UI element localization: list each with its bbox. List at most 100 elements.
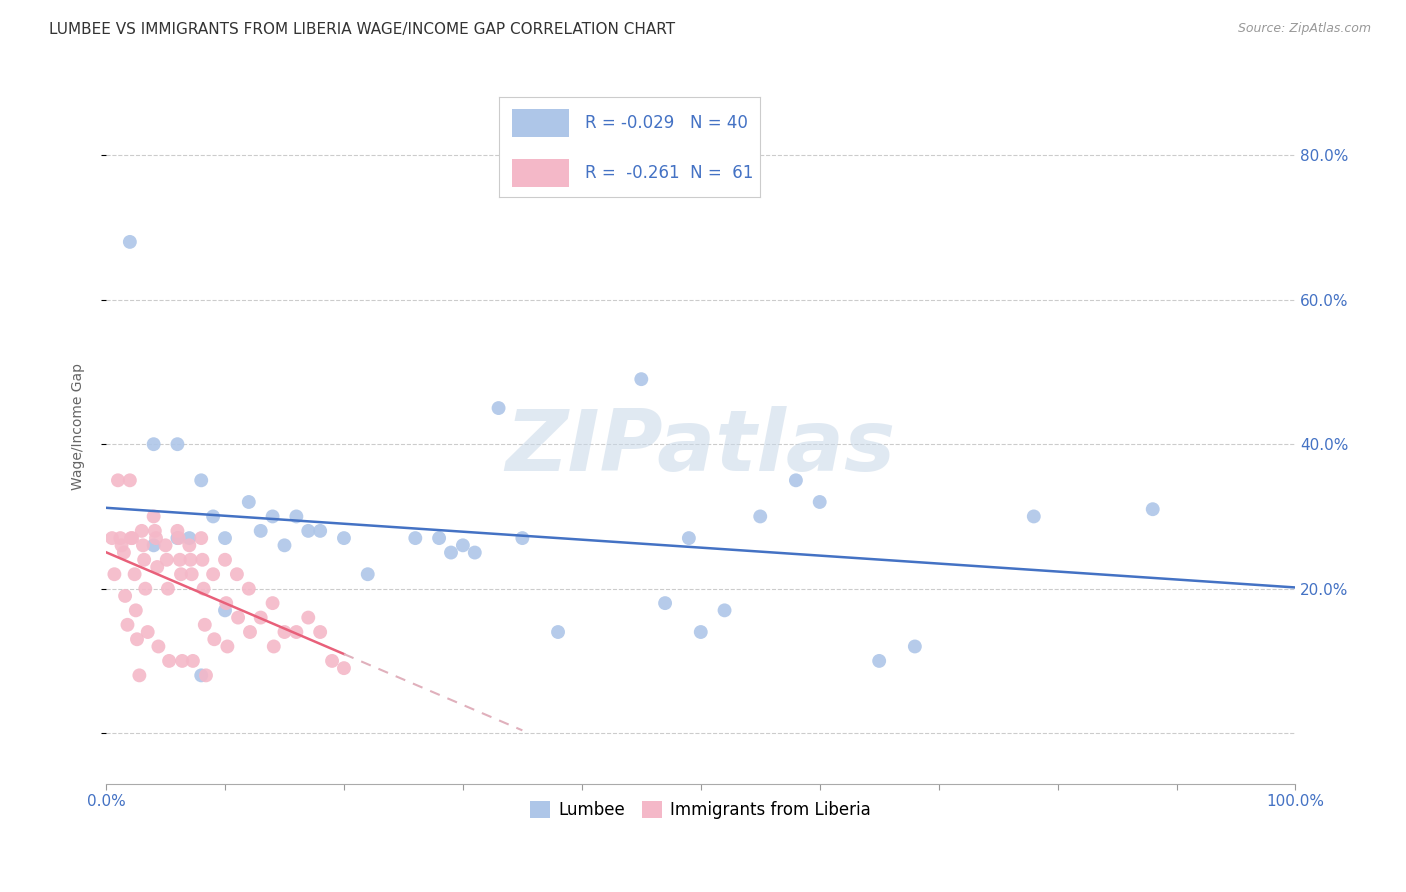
Point: [678, 531, 700, 545]
Point: [263, 640, 285, 654]
Point: [713, 603, 735, 617]
Point: [156, 582, 179, 596]
Point: [202, 509, 225, 524]
Point: [180, 553, 202, 567]
Point: [357, 567, 380, 582]
Point: [249, 610, 271, 624]
Text: Source: ZipAtlas.com: Source: ZipAtlas.com: [1237, 22, 1371, 36]
Point: [166, 531, 188, 545]
Point: [297, 524, 319, 538]
Point: [333, 661, 356, 675]
Point: [191, 553, 214, 567]
Point: [110, 538, 132, 552]
Point: [225, 567, 247, 582]
Point: [285, 509, 308, 524]
Point: [630, 372, 652, 386]
Point: [166, 437, 188, 451]
Y-axis label: Wage/Income Gap: Wage/Income Gap: [72, 363, 86, 490]
Point: [547, 625, 569, 640]
Point: [180, 567, 202, 582]
Point: [193, 582, 215, 596]
Point: [273, 538, 295, 552]
Point: [179, 538, 201, 552]
Point: [190, 473, 212, 487]
Point: [239, 625, 262, 640]
Point: [202, 567, 225, 582]
Point: [155, 538, 177, 552]
Point: [321, 654, 343, 668]
Point: [145, 531, 167, 545]
Point: [143, 524, 166, 538]
Point: [427, 531, 450, 545]
Point: [190, 668, 212, 682]
Point: [249, 524, 271, 538]
Point: [904, 640, 927, 654]
Point: [404, 531, 426, 545]
Point: [146, 560, 169, 574]
Point: [785, 473, 807, 487]
Point: [215, 596, 238, 610]
Point: [134, 582, 156, 596]
Point: [214, 553, 236, 567]
Point: [114, 589, 136, 603]
Point: [512, 531, 534, 545]
Point: [103, 567, 125, 582]
Point: [157, 654, 180, 668]
Point: [214, 603, 236, 617]
Point: [117, 617, 139, 632]
Legend: Lumbee, Immigrants from Liberia: Lumbee, Immigrants from Liberia: [523, 794, 877, 825]
Point: [132, 538, 155, 552]
Point: [238, 495, 260, 509]
Point: [195, 668, 218, 682]
Text: ZIPatlas: ZIPatlas: [506, 406, 896, 489]
Point: [142, 509, 165, 524]
Point: [131, 524, 153, 538]
Point: [101, 531, 124, 545]
Point: [1142, 502, 1164, 516]
Point: [167, 531, 190, 545]
Point: [1022, 509, 1045, 524]
Point: [128, 668, 150, 682]
Point: [297, 610, 319, 624]
Point: [148, 640, 170, 654]
Point: [125, 603, 148, 617]
Point: [309, 625, 332, 640]
Point: [118, 235, 141, 249]
Point: [190, 531, 212, 545]
Point: [285, 625, 308, 640]
Point: [170, 567, 193, 582]
Point: [118, 473, 141, 487]
Point: [217, 640, 239, 654]
Point: [169, 553, 191, 567]
Point: [142, 437, 165, 451]
Point: [124, 567, 146, 582]
Point: [194, 617, 217, 632]
Point: [440, 545, 463, 559]
Point: [333, 531, 356, 545]
Text: LUMBEE VS IMMIGRANTS FROM LIBERIA WAGE/INCOME GAP CORRELATION CHART: LUMBEE VS IMMIGRANTS FROM LIBERIA WAGE/I…: [49, 22, 675, 37]
Point: [172, 654, 194, 668]
Point: [107, 473, 129, 487]
Point: [262, 596, 284, 610]
Point: [464, 545, 486, 559]
Point: [451, 538, 474, 552]
Point: [142, 538, 165, 552]
Point: [214, 531, 236, 545]
Point: [868, 654, 890, 668]
Point: [112, 545, 135, 559]
Point: [202, 632, 225, 647]
Point: [226, 610, 249, 624]
Point: [121, 531, 143, 545]
Point: [808, 495, 831, 509]
Point: [179, 531, 201, 545]
Point: [134, 553, 156, 567]
Point: [309, 524, 332, 538]
Point: [262, 509, 284, 524]
Point: [156, 553, 179, 567]
Point: [488, 401, 510, 415]
Point: [110, 531, 132, 545]
Point: [273, 625, 295, 640]
Point: [181, 654, 204, 668]
Point: [689, 625, 711, 640]
Point: [125, 632, 148, 647]
